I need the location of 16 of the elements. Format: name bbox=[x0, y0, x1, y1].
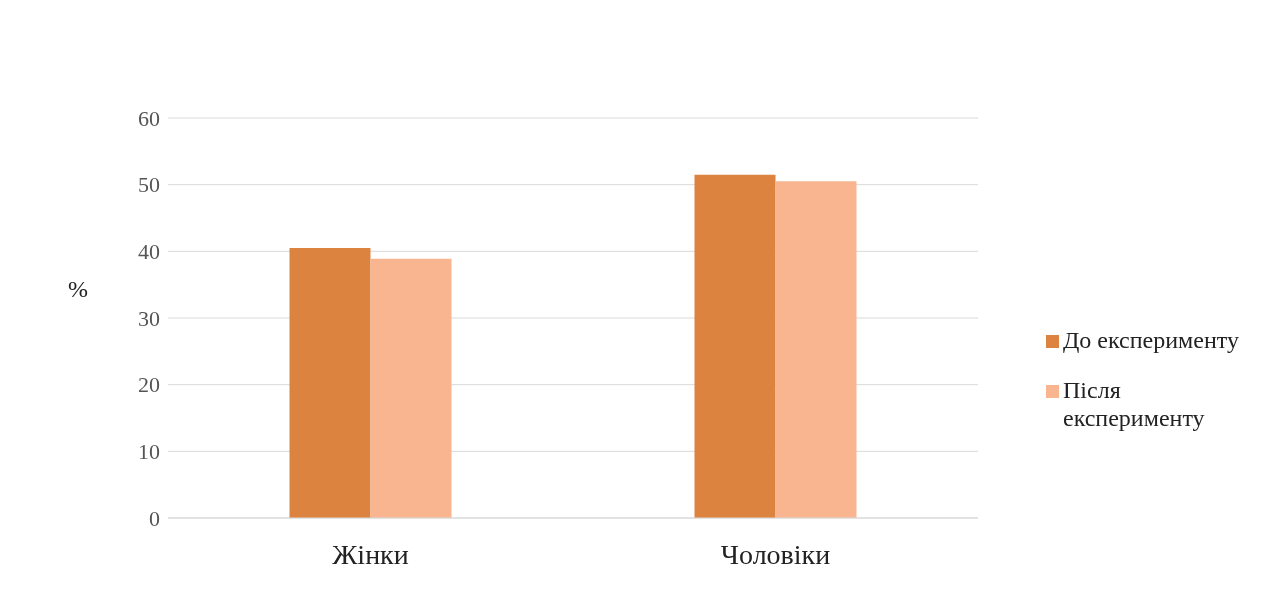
bar bbox=[370, 258, 452, 518]
legend-label: До експерименту bbox=[1063, 326, 1240, 354]
y-tick-label: 10 bbox=[138, 439, 160, 465]
y-tick-label: 0 bbox=[149, 505, 160, 531]
y-tick-label: 50 bbox=[138, 172, 160, 198]
y-axis-title: % bbox=[68, 276, 88, 303]
legend-label: Після експерименту bbox=[1063, 376, 1206, 432]
y-tick-label: 20 bbox=[138, 372, 160, 398]
bar bbox=[775, 181, 857, 518]
y-tick-label: 40 bbox=[138, 239, 160, 265]
y-tick-label: 60 bbox=[138, 105, 160, 131]
bar bbox=[694, 174, 776, 518]
x-tick-label: Чоловіки bbox=[720, 538, 831, 570]
bar bbox=[289, 248, 371, 518]
x-tick-label: Жінки bbox=[332, 538, 409, 570]
y-tick-label: 30 bbox=[138, 305, 160, 331]
